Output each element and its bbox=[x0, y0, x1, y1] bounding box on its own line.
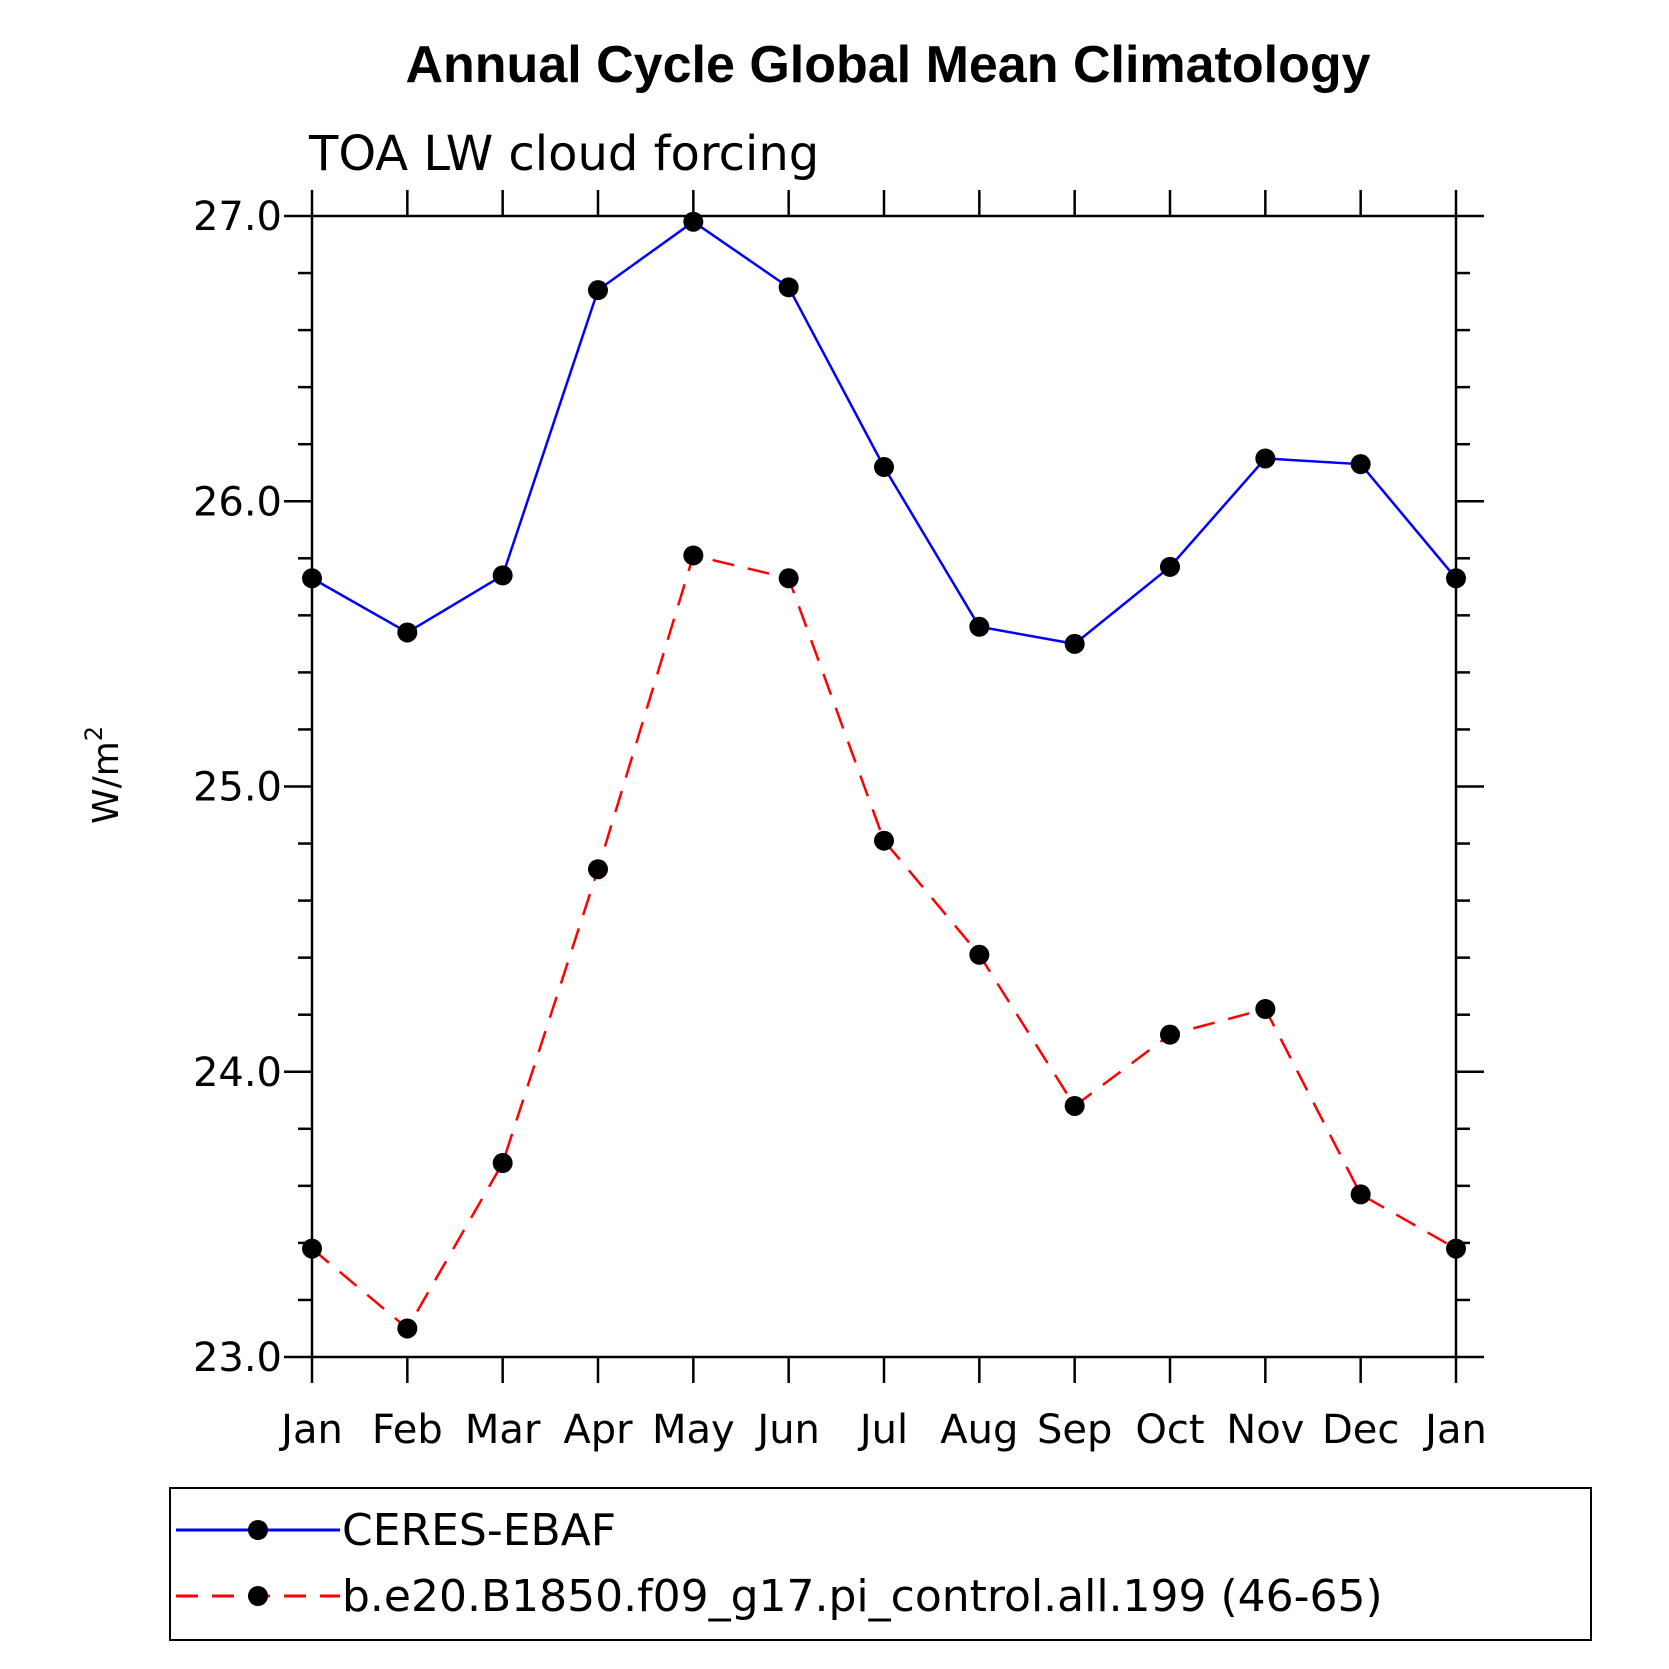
y-tick-label-4: 27.0 bbox=[193, 194, 282, 240]
legend-marker-1 bbox=[248, 1586, 268, 1606]
series-1-point-5 bbox=[778, 568, 799, 589]
series-line-1 bbox=[311, 553, 1457, 1331]
x-tick-label-12: Jan bbox=[1422, 1407, 1487, 1453]
x-tick-label-11: Dec bbox=[1322, 1407, 1399, 1453]
series-0-point-5 bbox=[778, 277, 799, 298]
x-tick-label-1: Feb bbox=[372, 1407, 443, 1453]
series-0-point-0 bbox=[302, 568, 322, 589]
y-tick-label-2: 25.0 bbox=[193, 765, 282, 811]
x-tick-label-8: Sep bbox=[1037, 1407, 1112, 1453]
series-1-point-9 bbox=[1160, 1024, 1180, 1045]
y-tick-label-0: 23.0 bbox=[193, 1335, 282, 1381]
y-tick-labels: 23.0 24.0 25.0 26.0 27.0 bbox=[193, 194, 282, 1381]
series-1-point-11 bbox=[1350, 1184, 1371, 1205]
x-tick-label-4: May bbox=[652, 1407, 735, 1453]
y-tick-label-1: 24.0 bbox=[193, 1050, 282, 1096]
x-tick-label-6: Jul bbox=[857, 1407, 908, 1453]
series-0-point-1 bbox=[397, 622, 418, 643]
plot-frame bbox=[310, 214, 1458, 1359]
series-1-point-12 bbox=[1446, 1238, 1466, 1259]
x-tick-label-9: Oct bbox=[1135, 1407, 1204, 1453]
x-tick-labels: Jan Feb Mar Apr May Jun Jul Aug Sep Oct Nov Dec Jan bbox=[278, 1407, 1487, 1453]
series-0-point-12 bbox=[1446, 568, 1466, 589]
series-0-point-2 bbox=[492, 565, 513, 586]
y-axis-label-base: W/m bbox=[86, 741, 127, 824]
series-0-point-8 bbox=[1064, 633, 1085, 654]
series-line-0 bbox=[311, 220, 1457, 646]
legend-entry-1: b.e20.B1850.f09_g17.pi_control.all.199 (… bbox=[176, 1571, 1383, 1622]
series-1-point-3 bbox=[588, 859, 608, 880]
x-tick-label-10: Nov bbox=[1226, 1407, 1304, 1453]
y-axis-label: W/m2 bbox=[80, 726, 127, 824]
series-1-point-6 bbox=[874, 830, 894, 851]
series-0-point-9 bbox=[1160, 556, 1180, 577]
x-tick-label-3: Apr bbox=[563, 1407, 633, 1453]
series-0-point-4 bbox=[683, 211, 704, 232]
series-1-point-8 bbox=[1064, 1095, 1085, 1116]
series-layer bbox=[302, 211, 1466, 1339]
x-tick-label-2: Mar bbox=[465, 1407, 541, 1453]
series-0-point-11 bbox=[1350, 454, 1371, 475]
series-1-point-10 bbox=[1255, 998, 1276, 1019]
x-tick-label-0: Jan bbox=[278, 1407, 343, 1453]
chart-title: Annual Cycle Global Mean Climatology bbox=[405, 36, 1370, 94]
series-1-point-1 bbox=[397, 1318, 418, 1339]
series-0-point-6 bbox=[874, 457, 894, 478]
y-axis-label-superscript: 2 bbox=[80, 726, 108, 741]
series-1-point-4 bbox=[683, 545, 704, 566]
series-1-point-0 bbox=[302, 1238, 322, 1259]
plot-area bbox=[284, 190, 1484, 1383]
x-tick-label-5: Jun bbox=[754, 1407, 820, 1453]
legend-label-1: b.e20.B1850.f09_g17.pi_control.all.199 (… bbox=[342, 1571, 1383, 1622]
x-tick-label-7: Aug bbox=[940, 1407, 1018, 1453]
legend-entry-0: CERES-EBAF bbox=[176, 1505, 616, 1556]
legend-label-0: CERES-EBAF bbox=[342, 1505, 616, 1556]
series-0-point-10 bbox=[1255, 448, 1276, 469]
legend: CERES-EBAF b.e20.B1850.f09_g17.pi_contro… bbox=[169, 1487, 1592, 1641]
series-1-point-2 bbox=[492, 1153, 513, 1174]
chart-subtitle: TOA LW cloud forcing bbox=[308, 126, 819, 182]
legend-marker-0 bbox=[248, 1520, 268, 1540]
y-tick-label-3: 26.0 bbox=[193, 479, 282, 525]
series-1-point-7 bbox=[969, 944, 990, 965]
series-0-point-7 bbox=[969, 616, 990, 637]
legend-box bbox=[169, 1487, 1592, 1641]
series-0-point-3 bbox=[588, 280, 608, 301]
